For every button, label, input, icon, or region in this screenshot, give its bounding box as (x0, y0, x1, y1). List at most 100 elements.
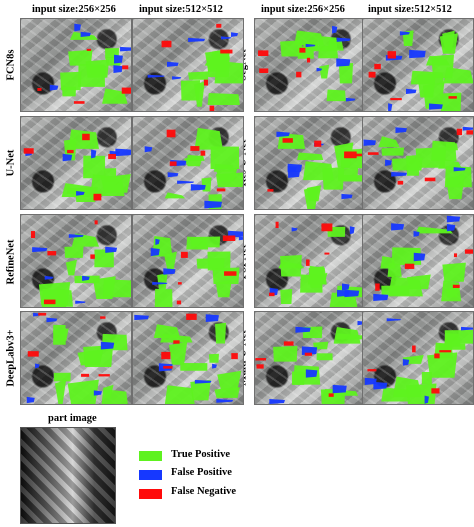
overlay-region (102, 279, 131, 298)
overlay-region (190, 236, 221, 248)
overlay-region (438, 158, 462, 169)
segmentation-result-segnet-256 (254, 18, 366, 112)
overlay-region (27, 351, 39, 357)
column-header-right-256: input size:256×256 (261, 4, 345, 15)
overlay-region (425, 55, 451, 66)
overlay-svg (144, 127, 243, 209)
overlay-region (434, 353, 440, 359)
overlay-region (452, 284, 460, 288)
overlay-region (67, 379, 99, 404)
overlay-region (276, 131, 290, 137)
overlay-region (441, 280, 462, 302)
overlay-region (65, 259, 77, 276)
overlay-region (121, 87, 131, 94)
overlay-svg (255, 320, 365, 404)
overlay-region (337, 174, 365, 182)
overlay-region (73, 101, 85, 104)
overlay-region (258, 50, 269, 56)
overlay-region (273, 346, 298, 362)
overlay-region (314, 140, 322, 147)
overlay-region (169, 161, 177, 166)
overlay-region (216, 398, 234, 403)
overlay-region (349, 226, 355, 235)
overlay-region (332, 384, 347, 394)
overlay-region (306, 57, 311, 63)
overlay-region (367, 152, 379, 155)
overlay-region (381, 387, 411, 402)
overlay-region (47, 251, 57, 256)
overlay-region (318, 36, 338, 59)
overlay-region (74, 23, 82, 32)
overlay-region (345, 97, 356, 102)
overlay-region (64, 246, 84, 258)
overlay-region (413, 252, 426, 262)
overlay-region (114, 54, 123, 64)
overlay-region (37, 87, 42, 91)
overlay-region (464, 249, 473, 254)
overlay-region (316, 353, 333, 361)
overlay-region (374, 63, 381, 70)
overlay-region (415, 226, 453, 234)
overlay-region (363, 139, 376, 146)
overlay-region (215, 280, 232, 298)
segmentation-result-refinenet-256 (20, 214, 132, 308)
overlay-region (336, 37, 351, 42)
overlay-svg (30, 220, 131, 307)
overlay-region (283, 341, 294, 346)
overlay-region (337, 289, 350, 297)
overlay-region (105, 246, 118, 253)
overlay-region (164, 251, 177, 272)
overlay-region (164, 385, 195, 404)
part-image-thumbnail (20, 427, 116, 524)
overlay-region (186, 313, 197, 320)
overlay-region (385, 159, 392, 167)
overlay-region (75, 300, 86, 304)
overlay-region (421, 371, 432, 385)
overlay-region (395, 127, 407, 133)
overlay-region (161, 351, 171, 360)
overlay-region (221, 36, 232, 40)
overlay-region (269, 398, 285, 404)
overlay-region (300, 274, 323, 293)
overlay-region (466, 130, 473, 135)
segmentation-result-multiunet-256 (254, 311, 366, 405)
overlay-region (388, 276, 423, 297)
overlay-svg (147, 23, 243, 111)
overlay-region (168, 341, 188, 365)
overlay-region (108, 153, 116, 160)
overlay-region (113, 65, 123, 73)
overlay-region (399, 31, 410, 36)
overlay-region (397, 180, 404, 185)
overlay-region (153, 324, 181, 339)
overlay-region (216, 188, 226, 192)
overlay-region (256, 364, 264, 369)
overlay-region (176, 300, 182, 305)
segmentation-result-segnet-512 (362, 18, 474, 112)
overlay-svg (373, 215, 473, 302)
overlay-svg (268, 221, 365, 307)
overlay-region (220, 49, 233, 54)
overlay-region (375, 283, 380, 291)
overlay-region (439, 350, 452, 353)
segmentation-result-unet-512 (132, 116, 244, 210)
overlay-region (154, 288, 173, 307)
overlay-region (163, 365, 173, 369)
overlay-region (280, 255, 302, 277)
overlay-region (210, 146, 240, 170)
overlay-region (167, 172, 179, 178)
overlay-region (319, 64, 330, 79)
overlay-svg (368, 30, 473, 111)
segmentation-result-resunet-256 (254, 116, 366, 210)
overlay-region (166, 61, 179, 67)
overlay-region (316, 67, 323, 72)
overlay-region (102, 88, 128, 104)
overlay-region (214, 387, 240, 398)
overlay-region (77, 349, 104, 366)
overlay-region (344, 151, 357, 159)
overlay-region (381, 147, 405, 156)
overlay-region (190, 184, 206, 191)
segmentation-result-fcn8s-256 (20, 18, 132, 112)
overlay-region (222, 235, 236, 241)
overlay-region (164, 192, 186, 199)
segmentation-result-multiunet-512 (362, 311, 474, 405)
